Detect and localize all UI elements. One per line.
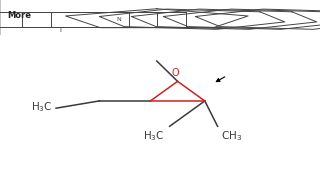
Text: H$_3$C: H$_3$C — [143, 129, 165, 143]
Text: N: N — [116, 17, 121, 22]
Text: H$_3$C: H$_3$C — [31, 101, 53, 114]
Text: CH$_3$: CH$_3$ — [221, 129, 242, 143]
Text: I: I — [60, 27, 62, 33]
Text: O: O — [171, 68, 179, 78]
Text: More: More — [7, 11, 31, 20]
